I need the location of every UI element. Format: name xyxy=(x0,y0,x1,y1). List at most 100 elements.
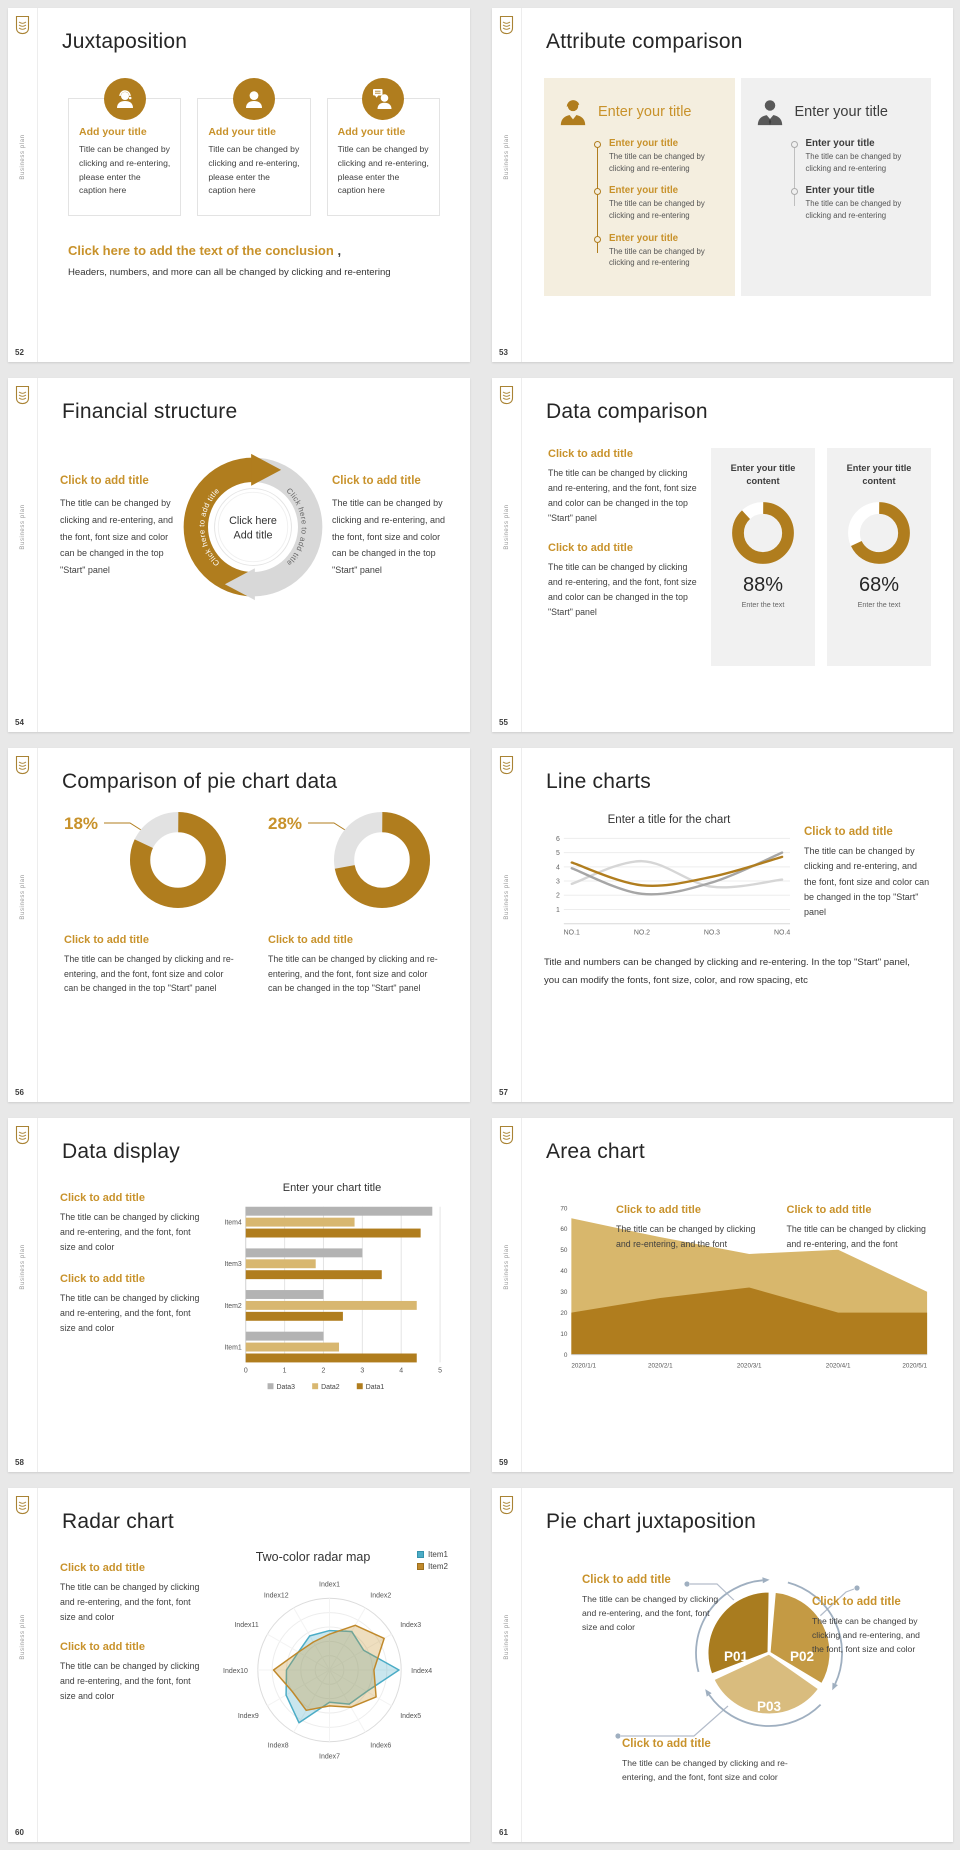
donut-chart-88 xyxy=(732,501,794,564)
chart-title: Two-color radar map xyxy=(255,1550,371,1564)
slide-54[interactable]: Business plan Financial structure Click … xyxy=(8,378,470,732)
slide-number: 61 xyxy=(499,1828,508,1837)
slide-sidebar: Business plan xyxy=(8,8,38,362)
slice-label-p01: P01 xyxy=(724,1649,749,1664)
attribute-panel-right: Enter your title Enter your title The ti… xyxy=(740,78,931,296)
sidebar-vertical-label: Business plan xyxy=(19,874,26,920)
brand-logo-icon xyxy=(499,1125,514,1145)
block-body: The title can be changed by clicking and… xyxy=(804,846,930,918)
card-body: Title can be changed by clicking and re-… xyxy=(208,144,300,196)
chart-title: Enter your chart title xyxy=(282,1182,382,1194)
slide-58[interactable]: Business plan Data display Click to add … xyxy=(8,1118,470,1472)
donut-stat-card: Enter your title content 88% Enter the t… xyxy=(711,448,815,666)
text-block: Click to add title The title can be chan… xyxy=(582,1574,724,1635)
stat-caption: Enter the text xyxy=(857,599,901,609)
item-title: Enter your title xyxy=(609,138,679,149)
brand-logo-icon xyxy=(499,385,514,405)
pie-slice-p01 xyxy=(705,1589,772,1678)
donut-percent-label: 18% xyxy=(64,814,99,833)
block-body: The title can be changed by clicking and… xyxy=(60,1292,200,1333)
legend-label: Item2 xyxy=(427,1562,448,1571)
chart-title: Enter a title for the chart xyxy=(607,814,731,826)
brand-logo-icon xyxy=(499,755,514,775)
brand-logo-icon xyxy=(15,15,30,35)
brand-logo-icon xyxy=(15,755,30,775)
item-body: The title can be changed by clicking and… xyxy=(609,152,705,173)
svg-text:20: 20 xyxy=(560,1310,568,1317)
slide-sidebar: Business plan xyxy=(492,748,522,1102)
sidebar-vertical-label: Business plan xyxy=(19,1244,26,1290)
block-title: Click to add title xyxy=(582,1574,671,1586)
svg-text:Index4: Index4 xyxy=(411,1668,432,1675)
card-title: Add your title xyxy=(337,126,406,138)
svg-text:40: 40 xyxy=(560,1268,568,1275)
block-title: Click to add title xyxy=(60,1562,145,1574)
pie-slice-p02 xyxy=(767,1589,833,1687)
brand-logo-icon xyxy=(499,1495,514,1515)
card-body: Title can be changed by clicking and re-… xyxy=(79,144,171,196)
slide-56[interactable]: Business plan Comparison of pie chart da… xyxy=(8,748,470,1102)
slice-label-p03: P03 xyxy=(757,1699,782,1714)
block-title: Click to add title xyxy=(64,934,149,946)
slide-number: 52 xyxy=(15,348,24,357)
item-title: Enter your title xyxy=(805,138,875,149)
slide-57[interactable]: Business plan Line charts Enter a title … xyxy=(492,748,953,1102)
slide-59[interactable]: Business plan Area chart Click to add ti… xyxy=(492,1118,953,1472)
svg-text:Index6: Index6 xyxy=(370,1743,391,1750)
bar-chart-plot: 0 1 2 3 4 5 Item4 Item3 Item2 Item1 Data3 Data2 Data… xyxy=(224,1206,442,1391)
stat-percent: 68% xyxy=(858,573,900,596)
card-body: Title can be changed by clicking and re-… xyxy=(337,144,429,196)
slide-title: Comparison of pie chart data xyxy=(62,770,338,793)
block-body: The title can be changed by clicking and… xyxy=(548,561,697,617)
block-title: Click to add title xyxy=(332,475,421,488)
slide-sidebar: Business plan xyxy=(492,8,522,362)
svg-text:30: 30 xyxy=(560,1289,568,1296)
area-chart: Click to add title The title can be chan… xyxy=(544,1200,931,1382)
svg-text:4: 4 xyxy=(399,1367,403,1374)
timeline-item: Enter your title The title can be change… xyxy=(790,185,918,221)
svg-text:2020/3/1: 2020/3/1 xyxy=(737,1362,762,1369)
slide-number: 56 xyxy=(15,1088,24,1097)
slide-title: Line charts xyxy=(546,770,651,793)
block-body: The title can be changed by clicking and… xyxy=(60,1660,200,1701)
svg-text:0: 0 xyxy=(564,1352,568,1359)
slide-60[interactable]: Business plan Radar chart Click to add t… xyxy=(8,1488,470,1842)
item-title: Enter your title xyxy=(805,185,875,197)
donut-stat-card: Enter your title content 68% Enter the t… xyxy=(827,448,931,666)
svg-text:Index1: Index1 xyxy=(319,1581,340,1588)
block-body: The title can be changed by clicking and… xyxy=(60,1212,200,1252)
conclusion: Click here to add the text of the conclu… xyxy=(68,242,448,278)
block-title: Click to add title xyxy=(786,1204,872,1216)
slide-55[interactable]: Business plan Data comparison Click to a… xyxy=(492,378,953,732)
block-title: Click to add title xyxy=(268,934,353,946)
cycle-arrows-diagram: Click here Add title Click here to add t… xyxy=(183,453,323,601)
block-body: The title can be changed by clicking and… xyxy=(64,954,234,993)
right-text-block: Click to add title The title can be chan… xyxy=(804,814,931,942)
left-text-block: Click to add title The title can be chan… xyxy=(60,475,174,578)
block-title: Click to add title xyxy=(60,475,149,488)
block-title: Click to add title xyxy=(616,1204,701,1216)
donut-group: 28% Click to add title The title can be … xyxy=(268,810,444,996)
slide-53[interactable]: Business plan Attribute comparison Enter… xyxy=(492,8,953,362)
slide-52[interactable]: Business plan Juxtaposition Add your tit… xyxy=(8,8,470,362)
svg-text:5: 5 xyxy=(438,1367,442,1374)
text-block: Click to add title The title can be chan… xyxy=(812,1596,932,1657)
slide-61[interactable]: Business plan Pie chart juxtaposition xyxy=(492,1488,953,1842)
svg-text:1: 1 xyxy=(283,1367,287,1374)
right-text-block: Click to add title The title can be chan… xyxy=(332,475,446,578)
person-icon xyxy=(232,78,275,120)
bar-chart: Enter your chart title 0 1 2 3 4 5 Item4 Item3 I… xyxy=(216,1182,448,1394)
feature-cards: Add your title Title can be changed by c… xyxy=(68,78,440,216)
donut-chart-18 xyxy=(129,811,227,909)
sidebar-vertical-label: Business plan xyxy=(503,134,510,180)
donut-group: 18% Click to add title The title can be … xyxy=(64,810,240,996)
area-chart-plot: 0 10 20 30 40 50 60 70 2020/1/1 2020/2/1 2020/3/1 2… xyxy=(560,1205,927,1369)
conclusion-title: Click here to add the text of the conclu… xyxy=(68,243,334,258)
attribute-panel-left: Enter your title Enter your title The ti… xyxy=(544,78,735,296)
text-block: Click to add title The title can be chan… xyxy=(60,1273,208,1336)
text-block: Click to add title The title can be chan… xyxy=(548,448,699,526)
svg-text:Item2: Item2 xyxy=(224,1303,241,1310)
slide-number: 58 xyxy=(15,1458,24,1467)
svg-text:NO.1: NO.1 xyxy=(564,930,580,937)
